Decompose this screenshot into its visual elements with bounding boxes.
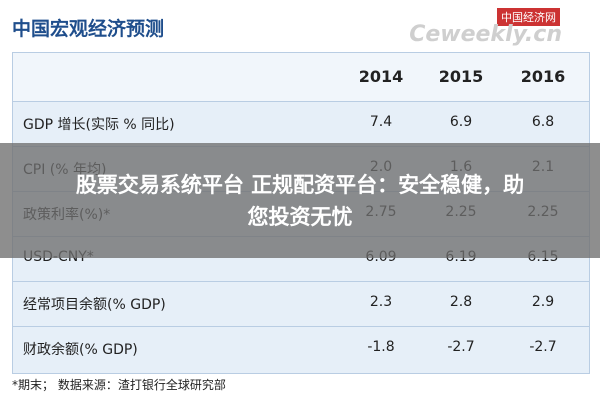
column-header: 2016 xyxy=(520,67,566,86)
cell-value: -2.7 xyxy=(447,339,475,355)
cell-value: 6.8 xyxy=(531,114,555,130)
cell-value: -1.8 xyxy=(367,339,395,355)
footnote: *期末； 数据来源：渣打银行全球研究部 xyxy=(12,378,226,392)
row-label: GDP 增长(实际 % 同比) xyxy=(23,117,175,133)
header-row: 2014 2015 2016 xyxy=(13,53,589,101)
watermark-site: Ceweekly.cn xyxy=(409,22,562,47)
cell-value: 6.9 xyxy=(449,114,473,130)
title: 中国宏观经济预测 xyxy=(12,18,165,40)
row-label: 经常项目余额(% GDP) xyxy=(23,297,166,313)
cell-value: 2.9 xyxy=(531,294,555,310)
table-row: GDP 增长(实际 % 同比) 7.4 6.9 6.8 xyxy=(13,101,589,147)
watermark: 中国经济网 xyxy=(497,8,560,26)
column-header: 2014 xyxy=(358,67,404,86)
cell-value: 2.3 xyxy=(369,294,393,310)
banner-line: 您投资无忧 xyxy=(247,205,353,229)
banner: 股票交易系统平台 正规配资平台：安全稳健，助 您投资无忧 xyxy=(0,143,600,258)
row-label: 财政余额(% GDP) xyxy=(23,342,138,358)
column-header: 2015 xyxy=(438,67,484,86)
cell-value: 2.8 xyxy=(449,294,473,310)
table-row: 财政余额(% GDP) -1.8 -2.7 -2.7 xyxy=(13,326,589,372)
cell-value: -2.7 xyxy=(529,339,557,355)
cell-value: 7.4 xyxy=(369,114,393,130)
table-row: 经常项目余额(% GDP) 2.3 2.8 2.9 xyxy=(13,281,589,327)
banner-line: 股票交易系统平台 正规配资平台：安全稳健，助 xyxy=(75,173,525,197)
